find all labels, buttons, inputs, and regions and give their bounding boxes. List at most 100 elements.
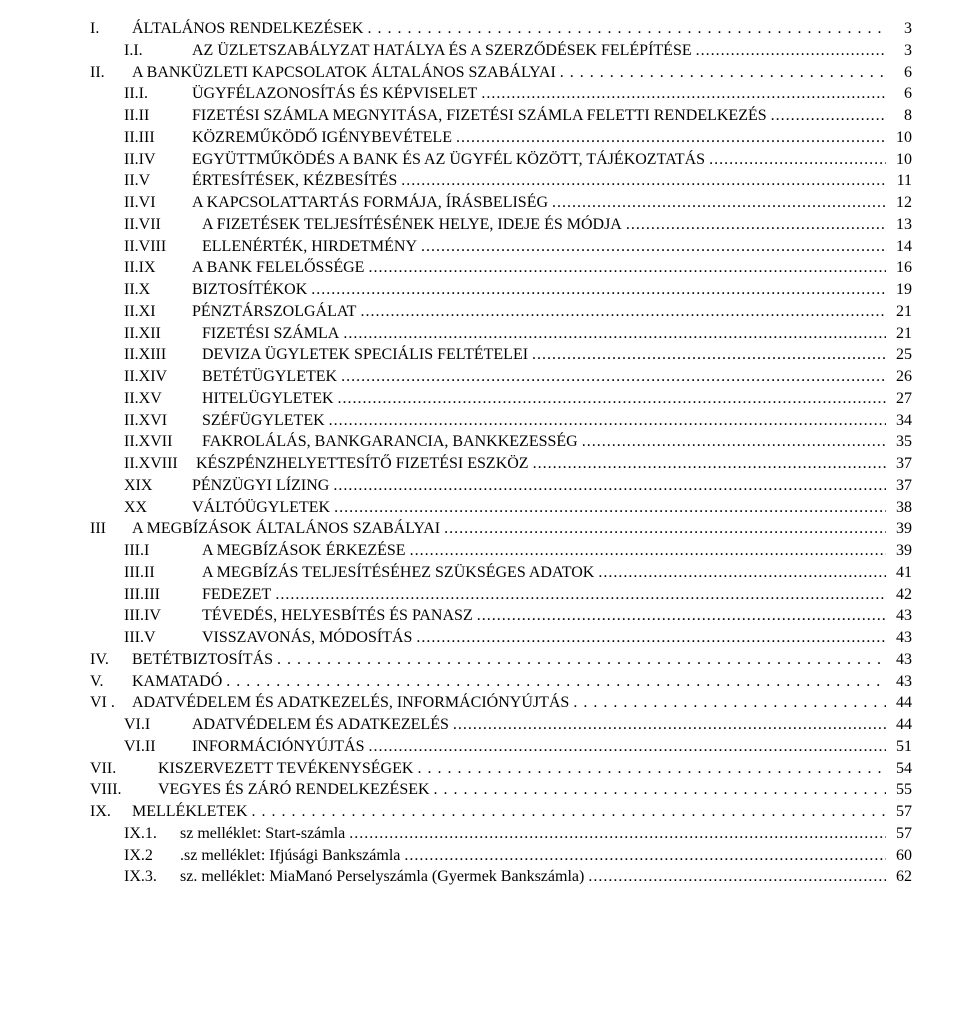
toc-entry-number: II.II xyxy=(124,105,192,127)
toc-leader-dots xyxy=(477,605,886,627)
toc-leader-dots xyxy=(343,323,886,345)
toc-entry-number: V. xyxy=(90,671,132,693)
toc-entry-page: 19 xyxy=(886,279,912,301)
toc-entry-page: 35 xyxy=(886,431,912,453)
toc-entry-number: II.XV xyxy=(124,388,202,410)
toc-entry-label: DEVIZA ÜGYLETEK SPECIÁLIS FELTÉTELEI xyxy=(202,344,532,366)
toc-page: I.ÁLTALÁNOS RENDELKEZÉSEK3I.I.AZ ÜZLETSZ… xyxy=(0,0,960,918)
toc-entry-number: I.I. xyxy=(124,40,192,62)
toc-leader-dots xyxy=(533,453,886,475)
toc-entry-label: EGYÜTTMŰKÖDÉS A BANK ÉS AZ ÜGYFÉL KÖZÖTT… xyxy=(192,149,709,171)
toc-entry-page: 60 xyxy=(886,845,912,867)
toc-leader-dots xyxy=(368,257,886,279)
toc-entry-page: 25 xyxy=(886,344,912,366)
toc-leader-dots xyxy=(329,410,886,432)
toc-entry-number: VIII. xyxy=(90,779,158,801)
toc-entry-number: VI.I xyxy=(124,714,192,736)
toc-entry: II.VÉRTESÍTÉSEK, KÉZBESÍTÉS 11 xyxy=(90,170,912,192)
toc-entry-number: II.XII xyxy=(124,323,202,345)
toc-entry-label: FIZETÉSI SZÁMLA xyxy=(202,323,343,345)
toc-entry-number: II.V xyxy=(124,170,192,192)
toc-entry-number: II.X xyxy=(124,279,192,301)
toc-leader-dots xyxy=(598,562,886,584)
toc-entry-page: 62 xyxy=(886,866,912,888)
toc-entry: I.ÁLTALÁNOS RENDELKEZÉSEK3 xyxy=(90,18,912,40)
toc-entry: III.IVTÉVEDÉS, HELYESBÍTÉS ÉS PANASZ43 xyxy=(90,605,912,627)
toc-entry-label: A FIZETÉSEK TELJESÍTÉSÉNEK HELYE, IDEJE … xyxy=(202,214,626,236)
toc-entry-number: IV. xyxy=(90,649,132,671)
toc-entry: VI.IIINFORMÁCIÓNYÚJTÁS51 xyxy=(90,736,912,758)
toc-leader-dots xyxy=(434,779,886,801)
toc-entry-page: 43 xyxy=(886,649,912,671)
toc-entry-label: BETÉTÜGYLETEK xyxy=(202,366,341,388)
toc-leader-dots xyxy=(771,105,886,127)
toc-entry-page: 38 xyxy=(886,497,912,519)
toc-leader-dots xyxy=(311,279,886,301)
toc-entry: IV.BETÉTBIZTOSÍTÁS43 xyxy=(90,649,912,671)
toc-entry-number: III.IV xyxy=(124,605,202,627)
toc-entry-page: 21 xyxy=(886,301,912,323)
toc-entry-number: XX xyxy=(124,497,192,519)
toc-entry-label: VÁLTÓÜGYLETEK xyxy=(192,497,334,519)
toc-entry-number: II. xyxy=(90,62,132,84)
toc-entry: II.XVHITELÜGYLETEK27 xyxy=(90,388,912,410)
toc-entry-number: III.I xyxy=(124,540,202,562)
toc-leader-dots xyxy=(252,801,886,823)
toc-entry-page: 10 xyxy=(886,149,912,171)
toc-entry-number: I. xyxy=(90,18,132,40)
toc-leader-dots xyxy=(277,649,886,671)
toc-entry-label: ÉRTESÍTÉSEK, KÉZBESÍTÉS xyxy=(192,170,401,192)
toc-entry: IX.2.sz melléklet: Ifjúsági Bankszámla60 xyxy=(90,845,912,867)
toc-entry: II.XIIFIZETÉSI SZÁMLA21 xyxy=(90,323,912,345)
toc-entry-page: 12 xyxy=(886,192,912,214)
toc-entry-number: IX.3. xyxy=(124,866,180,888)
toc-entry: II.I.ÜGYFÉLAZONOSÍTÁS ÉS KÉPVISELET6 xyxy=(90,83,912,105)
toc-entry-number: II.IV xyxy=(124,149,192,171)
toc-leader-dots xyxy=(334,497,886,519)
toc-leader-dots xyxy=(588,866,886,888)
toc-entry: III.IIIFEDEZET42 xyxy=(90,584,912,606)
toc-entry-page: 6 xyxy=(886,83,912,105)
toc-entry-number: II.XVI xyxy=(124,410,202,432)
toc-entry: II.IIFIZETÉSI SZÁMLA MEGNYITÁSA, FIZETÉS… xyxy=(90,105,912,127)
toc-entry-page: 55 xyxy=(886,779,912,801)
toc-leader-dots xyxy=(421,236,886,258)
toc-entry-page: 51 xyxy=(886,736,912,758)
toc-leader-dots xyxy=(410,540,886,562)
toc-entry: II.XIVBETÉTÜGYLETEK26 xyxy=(90,366,912,388)
toc-entry-page: 43 xyxy=(886,605,912,627)
toc-entry-page: 57 xyxy=(886,801,912,823)
toc-entry-number: II.XIII xyxy=(124,344,202,366)
toc-entry-page: 39 xyxy=(886,540,912,562)
toc-leader-dots xyxy=(444,518,886,540)
toc-entry: II.IXA BANK FELELŐSSÉGE16 xyxy=(90,257,912,279)
toc-entry-label: KÉSZPÉNZHELYETTESÍTŐ FIZETÉSI ESZKÖZ xyxy=(196,453,533,475)
toc-leader-dots xyxy=(552,192,886,214)
toc-leader-dots xyxy=(696,40,886,62)
toc-leader-dots xyxy=(416,627,886,649)
toc-entry-number: II.I. xyxy=(124,83,192,105)
toc-entry-label: FIZETÉSI SZÁMLA MEGNYITÁSA, FIZETÉSI SZÁ… xyxy=(192,105,771,127)
toc-entry-number: III.III xyxy=(124,584,202,606)
toc-entry: V.KAMATADÓ43 xyxy=(90,671,912,693)
toc-entry-page: 8 xyxy=(886,105,912,127)
toc-entry: VI .ADATVÉDELEM ÉS ADATKEZELÉS, INFORMÁC… xyxy=(90,692,912,714)
toc-entry-page: 42 xyxy=(886,584,912,606)
toc-entry-label: .sz melléklet: Ifjúsági Bankszámla xyxy=(180,845,404,867)
toc-entry-page: 37 xyxy=(886,453,912,475)
toc-leader-dots xyxy=(368,736,886,758)
toc-entry-page: 3 xyxy=(886,40,912,62)
toc-entry-page: 6 xyxy=(886,62,912,84)
toc-entry-label: MELLÉKLETEK xyxy=(132,801,252,823)
toc-entry: VII.KISZERVEZETT TEVÉKENYSÉGEK54 xyxy=(90,758,912,780)
toc-entry-number: III xyxy=(90,518,132,540)
toc-entry-label: FAKROLÁLÁS, BANKGARANCIA, BANKKEZESSÉG xyxy=(202,431,582,453)
toc-entry-page: 11 xyxy=(886,170,912,192)
toc-entry-label: KISZERVEZETT TEVÉKENYSÉGEK xyxy=(158,758,417,780)
toc-entry-label: sz. melléklet: MiaManó Perselyszámla (Gy… xyxy=(180,866,588,888)
toc-entry: III.VVISSZAVONÁS, MÓDOSÍTÁS43 xyxy=(90,627,912,649)
toc-entry-label: AZ ÜZLETSZABÁLYZAT HATÁLYA ÉS A SZERZŐDÉ… xyxy=(192,40,696,62)
toc-entry-number: II.XI xyxy=(124,301,192,323)
toc-entry-page: 54 xyxy=(886,758,912,780)
toc-leader-dots xyxy=(401,170,886,192)
